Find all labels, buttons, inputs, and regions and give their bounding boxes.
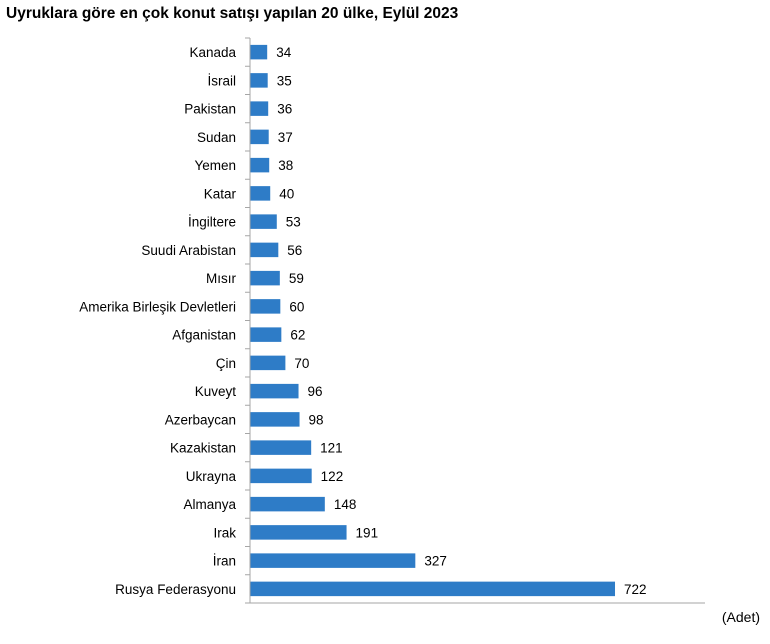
category-label: Ukrayna	[186, 469, 237, 484]
category-label: Sudan	[197, 130, 236, 145]
data-label: 56	[287, 243, 302, 258]
data-label: 722	[624, 582, 647, 597]
category-label: Rusya Federasyonu	[115, 582, 236, 597]
bar	[250, 242, 279, 258]
data-label: 53	[286, 215, 301, 230]
category-label: Afganistan	[172, 328, 236, 343]
bar	[250, 299, 281, 314]
data-label: 35	[277, 73, 292, 88]
data-label: 191	[356, 525, 379, 540]
bar	[250, 553, 416, 568]
data-label: 96	[308, 384, 323, 399]
bar	[250, 44, 268, 60]
unit-label: (Adet)	[721, 609, 760, 625]
category-label: Irak	[213, 525, 236, 540]
labels-layer: Kanada 34 İsrail 35 Pakistan 36 Sudan 37 Yemen 38…	[79, 45, 646, 597]
data-label: 40	[279, 186, 294, 201]
bars-layer	[250, 44, 616, 597]
bar	[250, 157, 270, 173]
category-label: Azerbaycan	[165, 412, 236, 427]
data-label: 148	[334, 497, 357, 512]
bar	[250, 270, 280, 286]
data-label: 70	[294, 356, 309, 371]
bar	[250, 73, 268, 88]
bar	[250, 468, 312, 484]
data-label: 121	[320, 441, 343, 456]
bar	[250, 186, 271, 201]
category-label: Kazakistan	[170, 441, 236, 456]
category-label: Almanya	[183, 497, 236, 512]
category-label: Çin	[216, 356, 236, 371]
bar	[250, 525, 347, 540]
chart-title: Uyruklara göre en çok konut satışı yapıl…	[6, 5, 459, 22]
bar	[250, 101, 269, 116]
axis-layer	[245, 37, 705, 604]
bar	[250, 496, 325, 512]
data-label: 37	[278, 130, 293, 145]
data-label: 38	[278, 158, 293, 173]
category-label: Katar	[204, 186, 237, 201]
data-label: 59	[289, 271, 304, 286]
data-label: 327	[424, 554, 447, 569]
category-label: Kanada	[189, 45, 236, 60]
data-label: 36	[277, 102, 292, 117]
data-label: 98	[309, 412, 324, 427]
data-label: 34	[276, 45, 292, 60]
bar	[250, 355, 286, 371]
bar	[250, 440, 312, 455]
bar	[250, 327, 282, 342]
category-label: İngiltere	[188, 215, 236, 230]
bar	[250, 412, 300, 427]
category-label: Kuveyt	[195, 384, 237, 399]
bar	[250, 383, 299, 399]
data-label: 62	[290, 328, 305, 343]
bar	[250, 214, 277, 229]
category-label: Pakistan	[184, 102, 236, 117]
bar	[250, 581, 616, 597]
category-label: İsrail	[207, 73, 236, 88]
category-label: Mısır	[206, 271, 236, 286]
category-label: İran	[213, 554, 236, 569]
category-label: Yemen	[194, 158, 236, 173]
category-label: Suudi Arabistan	[141, 243, 236, 258]
data-label: 122	[321, 469, 344, 484]
bar	[250, 129, 269, 145]
data-label: 60	[289, 299, 304, 314]
category-label: Amerika Birleşik Devletleri	[79, 299, 236, 314]
